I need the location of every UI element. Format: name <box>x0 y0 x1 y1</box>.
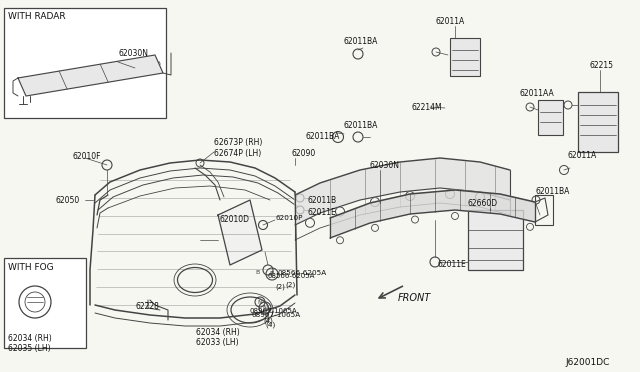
Text: 62011A: 62011A <box>436 17 465 26</box>
Text: 62035 (LH): 62035 (LH) <box>8 344 51 353</box>
Polygon shape <box>330 190 535 238</box>
Text: 62033 (LH): 62033 (LH) <box>196 338 239 347</box>
Text: 62011BA: 62011BA <box>536 187 570 196</box>
Text: (4): (4) <box>263 318 273 324</box>
Text: 62214M: 62214M <box>412 103 443 112</box>
Text: 62011BA: 62011BA <box>306 131 340 141</box>
Text: 62011BA: 62011BA <box>344 37 378 46</box>
Text: 08967-1065A: 08967-1065A <box>250 308 298 314</box>
Text: WITH FOG: WITH FOG <box>8 263 54 272</box>
Bar <box>468 210 523 270</box>
Text: 62660D: 62660D <box>468 199 498 208</box>
Text: 62674P (LH): 62674P (LH) <box>214 149 261 158</box>
Text: B: B <box>269 271 275 277</box>
Text: 62215: 62215 <box>590 61 614 70</box>
Bar <box>450 38 480 76</box>
Text: N: N <box>258 299 262 305</box>
Text: 62010P: 62010P <box>276 215 303 221</box>
Text: 62011E: 62011E <box>438 260 467 269</box>
Text: 62673P (RH): 62673P (RH) <box>214 138 262 147</box>
Text: 62090: 62090 <box>292 149 316 158</box>
Bar <box>535 195 553 225</box>
Text: J62001DC: J62001DC <box>565 358 609 367</box>
Text: 08566-6205A: 08566-6205A <box>268 273 316 279</box>
Text: 62010F: 62010F <box>72 152 100 161</box>
Bar <box>4 8 166 118</box>
Text: 62010D: 62010D <box>220 215 250 224</box>
Text: (4): (4) <box>265 322 275 328</box>
Bar <box>538 100 563 135</box>
Text: 62011A: 62011A <box>568 151 597 160</box>
Text: 62011AA: 62011AA <box>520 89 555 98</box>
Text: (2): (2) <box>275 283 285 289</box>
Text: 62011E: 62011E <box>308 208 337 217</box>
Text: 08967-1065A: 08967-1065A <box>252 312 301 318</box>
Text: 62011B: 62011B <box>308 196 337 205</box>
Polygon shape <box>218 200 262 265</box>
Polygon shape <box>295 158 510 225</box>
Text: 62030N: 62030N <box>118 49 148 58</box>
Bar <box>578 92 618 152</box>
Text: 62034 (RH): 62034 (RH) <box>196 328 240 337</box>
Text: 62034 (RH): 62034 (RH) <box>8 334 52 343</box>
Bar <box>4 258 86 348</box>
Text: N: N <box>262 305 268 311</box>
Text: (2): (2) <box>285 282 295 289</box>
Text: WITH RADAR: WITH RADAR <box>8 12 66 21</box>
Text: 62030N: 62030N <box>370 161 400 170</box>
Text: 62228: 62228 <box>136 302 160 311</box>
Text: FRONT: FRONT <box>398 293 431 303</box>
Polygon shape <box>18 55 163 96</box>
Text: 62011BA: 62011BA <box>344 121 378 130</box>
Text: 62050: 62050 <box>55 196 79 205</box>
Text: 08566-6205A: 08566-6205A <box>278 270 327 276</box>
Text: B: B <box>256 270 260 276</box>
